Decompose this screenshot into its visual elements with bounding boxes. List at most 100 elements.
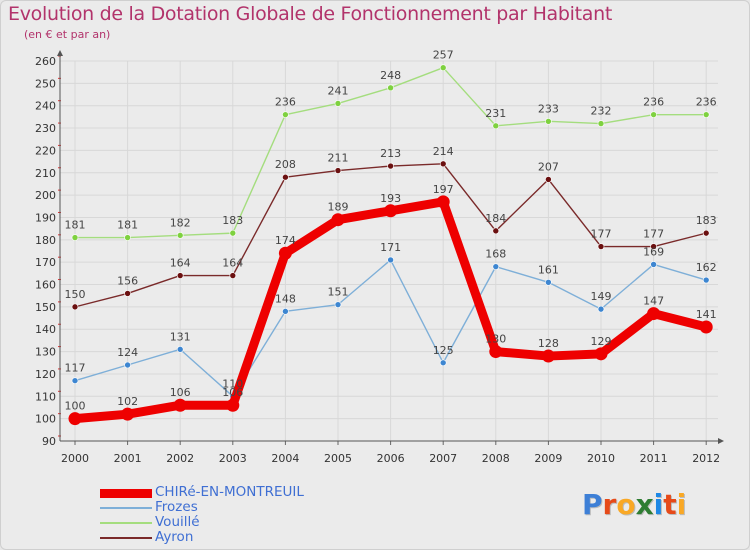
data-label: 211: [328, 152, 349, 165]
data-label: 213: [380, 147, 401, 160]
data-label: 177: [643, 228, 664, 241]
data-point: [124, 290, 131, 297]
data-label: 148: [275, 292, 296, 305]
data-label: 102: [117, 395, 138, 408]
data-label: 197: [433, 183, 454, 196]
legend-label: Vouillé: [155, 514, 200, 530]
data-point: [176, 272, 184, 279]
data-point: [124, 361, 131, 369]
x-tick-label: 2005: [324, 452, 352, 465]
data-label: 125: [433, 344, 454, 357]
data-label: 164: [170, 257, 191, 270]
data-label: 233: [538, 102, 559, 115]
data-point: [226, 398, 240, 412]
data-point: [173, 398, 187, 412]
data-point: [597, 305, 605, 313]
data-label: 189: [328, 201, 349, 214]
legend-swatch: [100, 522, 152, 524]
data-label: 117: [65, 362, 86, 375]
data-point: [439, 160, 447, 168]
data-label: 174: [275, 234, 296, 247]
data-point: [492, 263, 500, 270]
series-group: [68, 64, 713, 426]
data-label: 162: [696, 261, 717, 274]
data-label: 181: [65, 219, 86, 232]
data-point: [387, 162, 394, 170]
data-point: [541, 349, 555, 363]
logo-letter: r: [602, 488, 617, 521]
data-point: [597, 120, 605, 127]
data-point: [594, 347, 608, 361]
axes: 9010011012013014015016017018019020021022…: [35, 50, 724, 465]
data-label: 241: [328, 84, 349, 97]
x-tick-label: 2011: [640, 452, 668, 465]
logo-letter: P: [582, 488, 603, 521]
data-point: [124, 234, 131, 241]
y-tick-label: 260: [35, 55, 56, 68]
x-tick-label: 2004: [271, 452, 299, 465]
data-label: 164: [222, 257, 243, 270]
data-label: 131: [170, 330, 191, 343]
legend-label: Frozes: [155, 499, 198, 515]
x-tick-label: 2001: [114, 452, 142, 465]
data-point: [384, 204, 398, 218]
data-label: 193: [380, 192, 401, 205]
data-label: 150: [65, 288, 86, 301]
y-tick-label: 150: [35, 301, 56, 314]
y-tick-label: 160: [35, 279, 56, 292]
data-point: [121, 407, 135, 421]
logo-letter: o: [616, 488, 636, 521]
x-tick-label: 2008: [482, 452, 510, 465]
y-tick-label: 100: [35, 413, 56, 426]
data-point: [702, 229, 710, 237]
x-tick-label: 2000: [61, 452, 89, 465]
data-point: [699, 320, 713, 334]
data-label: 106: [222, 386, 243, 399]
data-label: 110: [222, 377, 243, 390]
logo-letter: i: [653, 488, 664, 521]
data-point: [229, 229, 237, 237]
y-tick-label: 170: [35, 256, 56, 269]
data-point: [545, 278, 552, 286]
data-label: 130: [485, 333, 506, 346]
logo-letter: x: [635, 488, 654, 521]
data-point: [282, 111, 289, 118]
x-tick-label: 2009: [534, 452, 562, 465]
x-axis-arrow: [718, 438, 724, 444]
data-point: [439, 64, 447, 72]
y-tick-label: 130: [35, 346, 56, 359]
y-tick-label: 210: [35, 167, 56, 180]
y-tick-label: 110: [35, 390, 56, 403]
data-point: [650, 111, 657, 118]
x-tick-label: 2003: [219, 452, 247, 465]
data-point: [334, 167, 342, 174]
data-point: [545, 176, 552, 183]
y-tick-label: 190: [35, 211, 56, 224]
data-point: [282, 308, 289, 315]
data-label: 106: [170, 386, 191, 399]
x-tick-label: 2010: [587, 452, 615, 465]
y-tick-label: 140: [35, 323, 56, 336]
x-tick-label: 2006: [377, 452, 405, 465]
data-label: 129: [591, 335, 612, 348]
y-tick-label: 90: [42, 435, 56, 448]
x-tick-label: 2012: [692, 452, 720, 465]
legend-label: CHIRé-EN-MONTREUIL: [155, 484, 304, 500]
legend-label: Ayron: [155, 529, 194, 545]
data-point: [229, 272, 237, 279]
data-label: 124: [117, 346, 138, 359]
data-point: [597, 243, 605, 250]
data-point: [387, 84, 394, 92]
data-point: [71, 234, 79, 241]
data-label: 156: [117, 274, 138, 287]
legend-swatch: [100, 507, 152, 509]
data-label: 168: [485, 248, 506, 261]
chart-subtitle: (en € et par an): [24, 28, 111, 41]
data-point: [647, 307, 661, 321]
y-tick-label: 220: [35, 144, 56, 157]
data-label: 232: [591, 105, 612, 118]
y-tick-label: 200: [35, 189, 56, 202]
data-point: [278, 246, 292, 260]
y-tick-label: 250: [35, 77, 56, 90]
